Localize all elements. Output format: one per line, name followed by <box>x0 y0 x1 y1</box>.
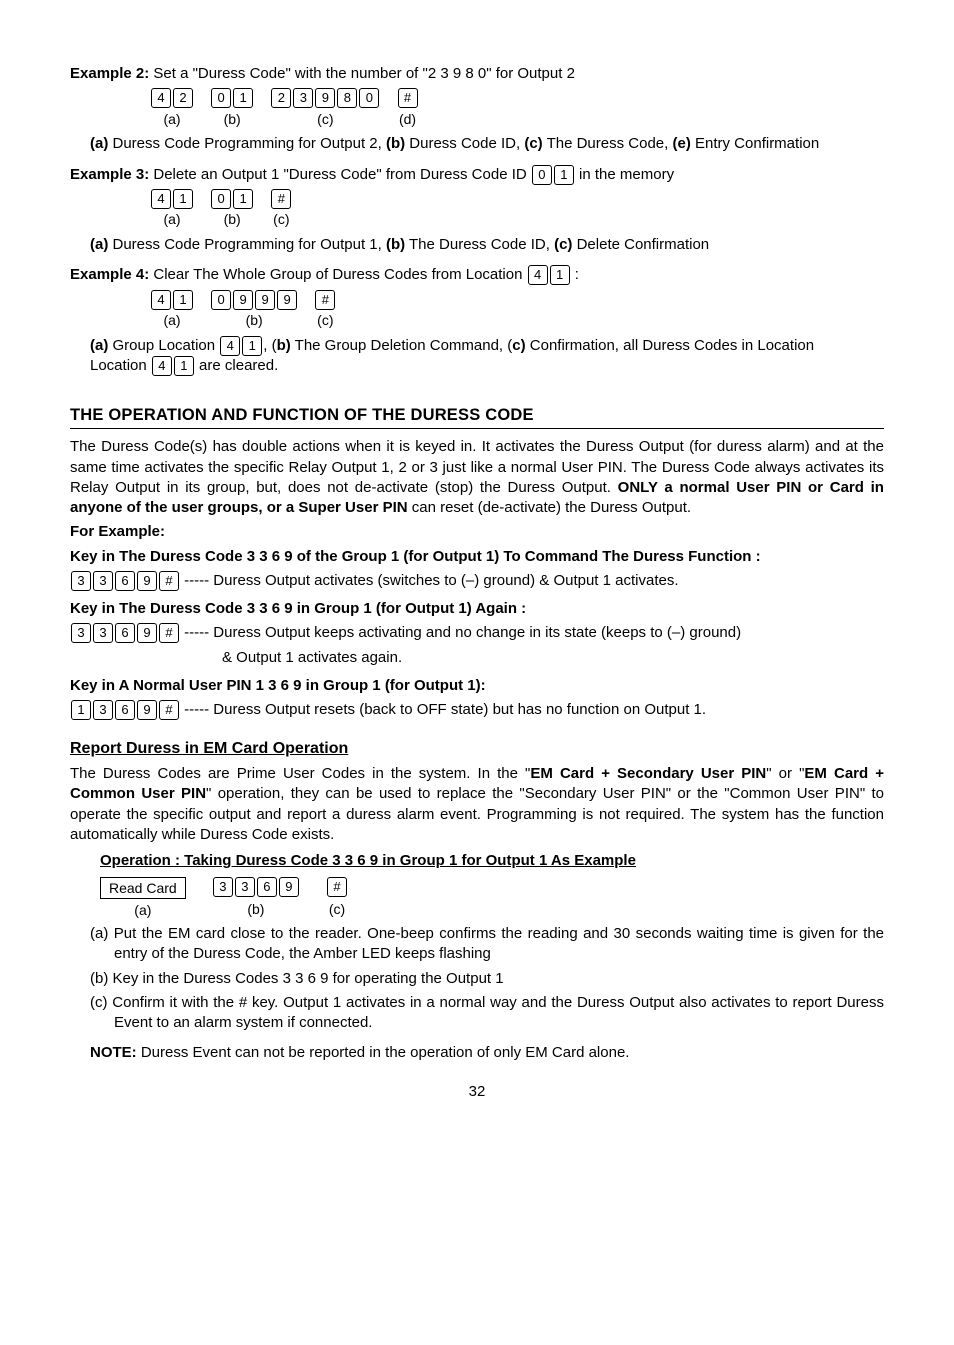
example2-title: Example 2: Set a "Duress Code" with the … <box>70 64 884 84</box>
key: # <box>315 290 335 310</box>
example4-caption: (a) Group Location 41, (b) The Group Del… <box>90 336 884 377</box>
key: 0 <box>211 189 231 209</box>
key: 3 <box>93 700 113 720</box>
key: # <box>327 877 347 897</box>
key2-row-cont: & Output 1 activates again. <box>222 648 884 668</box>
key: 9 <box>315 88 335 108</box>
key-group-label: (b) <box>210 311 298 330</box>
key: # <box>159 571 179 591</box>
key1-title: Key in The Duress Code 3 3 6 9 of the Gr… <box>70 547 884 567</box>
key: 9 <box>277 290 297 310</box>
key: 6 <box>115 571 135 591</box>
list-item: (a) Put the EM card close to the reader.… <box>90 924 884 965</box>
section-report-title: Report Duress in EM Card Operation <box>70 738 884 760</box>
list-item: (b) Key in the Duress Codes 3 3 6 9 for … <box>90 969 884 989</box>
section1-body: The Duress Code(s) has double actions wh… <box>70 437 884 518</box>
key: 3 <box>235 877 255 897</box>
key: # <box>159 700 179 720</box>
page-number: 32 <box>70 1082 884 1102</box>
key: 1 <box>233 189 253 209</box>
key: 9 <box>137 623 157 643</box>
key-group-label: (b) <box>210 110 254 129</box>
key: 1 <box>554 165 574 185</box>
key: 6 <box>115 700 135 720</box>
section2-body: The Duress Codes are Prime User Codes in… <box>70 764 884 845</box>
key3-row: 1369# ----- Duress Output resets (back t… <box>70 700 884 720</box>
key: 1 <box>242 336 262 356</box>
key: 9 <box>137 700 157 720</box>
example2-keys: 42(a) 01(b) 23980(c) #(d) <box>150 88 884 128</box>
key: 6 <box>115 623 135 643</box>
note-label: NOTE: <box>90 1044 137 1061</box>
key-group-label: (c) <box>314 311 336 330</box>
operation-subtitle: Operation : Taking Duress Code 3 3 6 9 i… <box>100 851 884 871</box>
key1-row: 3369# ----- Duress Output activates (swi… <box>70 571 884 591</box>
example2-text: Set a "Duress Code" with the number of "… <box>149 65 575 82</box>
key: 9 <box>279 877 299 897</box>
example3-label: Example 3: <box>70 166 149 183</box>
key3-title: Key in A Normal User PIN 1 3 6 9 in Grou… <box>70 676 884 696</box>
key-group-label: (a) <box>150 110 194 129</box>
key: 1 <box>173 189 193 209</box>
key: 3 <box>213 877 233 897</box>
key2-row: 3369# ----- Duress Output keeps activati… <box>70 623 884 643</box>
key: 1 <box>174 356 194 376</box>
list-item: (c) Confirm it with the # key. Output 1 … <box>90 993 884 1034</box>
key: 0 <box>532 165 552 185</box>
note-line: NOTE: Duress Event can not be reported i… <box>90 1043 884 1063</box>
example2-label: Example 2: <box>70 65 149 82</box>
section-divider <box>70 428 884 429</box>
example2-caption: (a) Duress Code Programming for Output 2… <box>90 134 884 154</box>
key: 3 <box>93 623 113 643</box>
example3-keys: 41(a) 01(b) #(c) <box>150 189 884 229</box>
key: 0 <box>211 290 231 310</box>
key: 0 <box>211 88 231 108</box>
op-label: (a) <box>100 901 186 920</box>
key: 4 <box>151 88 171 108</box>
key: 3 <box>93 571 113 591</box>
example3-caption: (a) Duress Code Programming for Output 1… <box>90 235 884 255</box>
key: 1 <box>71 700 91 720</box>
key: 8 <box>337 88 357 108</box>
key-group-label: (b) <box>210 210 254 229</box>
example4-keys: 41(a) 0999(b) #(c) <box>150 290 884 330</box>
operation-keys: Read Card (a) 3369 (b) # (c) <box>100 877 884 920</box>
op-label: (b) <box>212 900 300 919</box>
example4-title: Example 4: Clear The Whole Group of Dure… <box>70 265 884 285</box>
op-label: (c) <box>326 900 348 919</box>
key-group-label: (c) <box>270 210 292 229</box>
key-group-label: (d) <box>397 110 419 129</box>
key: 3 <box>71 571 91 591</box>
key: 1 <box>173 290 193 310</box>
key: 4 <box>152 356 172 376</box>
key: 3 <box>293 88 313 108</box>
key2-title: Key in The Duress Code 3 3 6 9 in Group … <box>70 599 884 619</box>
page-content: Example 2: Set a "Duress Code" with the … <box>0 0 954 1142</box>
key: 4 <box>528 265 548 285</box>
key: 0 <box>359 88 379 108</box>
key: 2 <box>173 88 193 108</box>
key: 2 <box>271 88 291 108</box>
key-group-label: (a) <box>150 311 194 330</box>
example4-label: Example 4: <box>70 266 149 283</box>
example3-title: Example 3: Delete an Output 1 "Duress Co… <box>70 165 884 185</box>
read-card-box: Read Card <box>100 877 186 899</box>
key: 9 <box>233 290 253 310</box>
section-operation-title: THE OPERATION AND FUNCTION OF THE DURESS… <box>70 404 884 426</box>
key-group-label: (c) <box>270 110 380 129</box>
key: 1 <box>233 88 253 108</box>
key: 4 <box>220 336 240 356</box>
key: 3 <box>71 623 91 643</box>
key: 9 <box>255 290 275 310</box>
key: # <box>398 88 418 108</box>
key-group-label: (a) <box>150 210 194 229</box>
key: 4 <box>151 290 171 310</box>
key: 4 <box>151 189 171 209</box>
key: 9 <box>137 571 157 591</box>
key: # <box>159 623 179 643</box>
key: # <box>271 189 291 209</box>
key: 1 <box>550 265 570 285</box>
key: 6 <box>257 877 277 897</box>
for-example-label: For Example: <box>70 522 884 542</box>
